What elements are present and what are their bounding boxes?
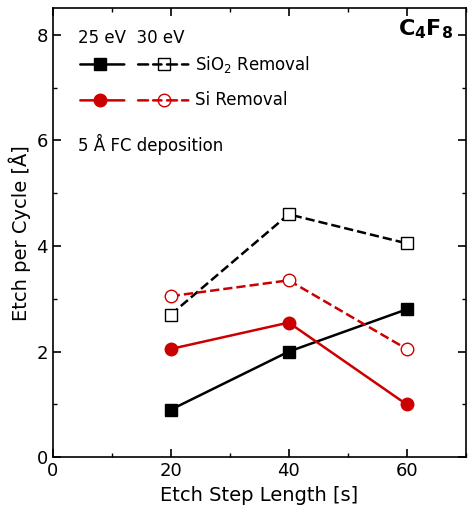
Text: $\mathbf{C_4F_8}$: $\mathbf{C_4F_8}$ (398, 17, 453, 41)
Text: 5 Å FC deposition: 5 Å FC deposition (78, 134, 223, 155)
Text: Si Removal: Si Removal (195, 91, 288, 109)
Text: SiO$_2$ Removal: SiO$_2$ Removal (195, 54, 310, 75)
Y-axis label: Etch per Cycle [Å]: Etch per Cycle [Å] (9, 145, 31, 321)
X-axis label: Etch Step Length [s]: Etch Step Length [s] (160, 486, 358, 505)
Text: 25 eV  30 eV: 25 eV 30 eV (78, 29, 184, 47)
